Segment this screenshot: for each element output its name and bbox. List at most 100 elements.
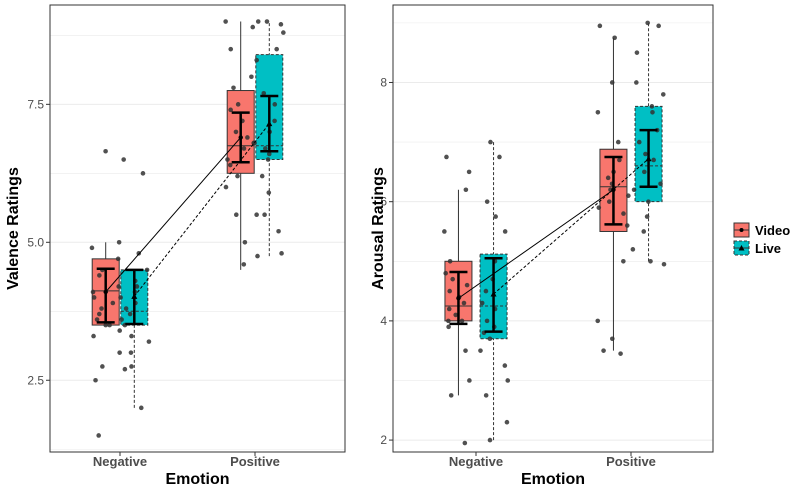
data-point-video-negative bbox=[93, 377, 98, 383]
data-point-video-positive bbox=[609, 80, 615, 85]
data-point-video-negative bbox=[116, 284, 121, 289]
y-tick-label: 2 bbox=[380, 433, 387, 447]
data-point-live-negative bbox=[122, 366, 128, 372]
data-point-live-positive bbox=[658, 181, 663, 187]
data-point-video-positive bbox=[242, 239, 248, 245]
data-point-video-negative bbox=[448, 393, 454, 398]
mean-marker-video-negative bbox=[103, 289, 108, 295]
data-point-live-positive bbox=[643, 151, 648, 157]
mean-line-video bbox=[458, 189, 614, 299]
data-point-live-positive bbox=[644, 214, 650, 219]
mean-marker-live-positive bbox=[645, 155, 652, 162]
data-point-video-negative bbox=[463, 187, 469, 193]
mean-marker-video-positive bbox=[611, 187, 616, 192]
data-point-video-positive bbox=[241, 146, 247, 151]
legend-key-marker bbox=[738, 245, 745, 251]
data-point-video-negative bbox=[115, 256, 121, 262]
data-point-live-positive bbox=[255, 19, 261, 24]
data-point-video-positive bbox=[223, 19, 228, 24]
data-point-video-negative bbox=[443, 270, 448, 276]
panel-background bbox=[393, 5, 713, 452]
data-point-video-positive bbox=[617, 157, 622, 163]
data-point-live-positive bbox=[649, 104, 655, 109]
data-point-video-negative bbox=[447, 258, 453, 264]
x-tick-label-positive: Positive bbox=[606, 454, 656, 469]
data-point-video-positive bbox=[595, 318, 601, 324]
data-point-live-negative bbox=[505, 378, 511, 383]
x-axis-title: Emotion bbox=[166, 471, 230, 487]
data-point-video-negative bbox=[91, 333, 96, 339]
data-point-live-negative bbox=[138, 405, 144, 411]
data-point-video-negative bbox=[446, 324, 451, 330]
legend-key-marker bbox=[739, 228, 744, 232]
data-point-video-positive bbox=[227, 162, 233, 168]
data-point-live-negative bbox=[119, 317, 124, 322]
data-point-live-negative bbox=[478, 348, 483, 353]
y-axis-title: Valence Ratings bbox=[5, 167, 22, 290]
data-point-live-negative bbox=[121, 157, 126, 162]
data-point-video-negative bbox=[463, 348, 468, 353]
y-tick-label: 8 bbox=[380, 75, 387, 89]
data-point-video-positive bbox=[618, 351, 623, 356]
data-point-live-negative bbox=[129, 364, 134, 369]
y-tick-label: 4 bbox=[380, 314, 387, 328]
chart-panel-2: 2 4 6 8 Negative Positive Emotion Arousal Ratin… bbox=[370, 4, 714, 487]
data-point-live-negative bbox=[487, 437, 493, 443]
data-point-video-positive bbox=[254, 212, 259, 218]
data-point-live-negative bbox=[144, 267, 150, 273]
data-point-live-positive bbox=[259, 173, 265, 179]
data-point-video-positive bbox=[626, 193, 631, 199]
data-point-video-negative bbox=[461, 300, 467, 306]
data-point-live-negative bbox=[123, 306, 129, 311]
data-point-live-positive bbox=[636, 139, 642, 145]
data-point-video-positive bbox=[615, 139, 621, 145]
y-tick-label: 2.5 bbox=[27, 373, 44, 387]
y-axis-title: Arousal Ratings bbox=[370, 167, 387, 290]
data-point-live-positive bbox=[265, 157, 271, 162]
data-point-video-negative bbox=[96, 433, 101, 438]
data-point-video-positive bbox=[250, 24, 256, 30]
data-point-live-negative bbox=[487, 336, 493, 342]
x-tick-label-negative: Negative bbox=[449, 454, 503, 469]
data-point-live-positive bbox=[255, 253, 260, 259]
data-point-live-negative bbox=[504, 419, 510, 425]
data-point-video-positive bbox=[233, 129, 239, 135]
data-point-video-negative bbox=[464, 282, 470, 288]
data-point-live-positive bbox=[661, 261, 667, 267]
data-point-video-positive bbox=[233, 212, 239, 218]
panel-background bbox=[50, 5, 345, 452]
data-point-video-positive bbox=[225, 157, 230, 162]
data-point-live-negative bbox=[117, 328, 122, 333]
data-point-video-negative bbox=[103, 148, 108, 154]
legend-label-video: Video bbox=[755, 223, 790, 238]
panel-border bbox=[392, 4, 714, 453]
data-point-video-negative bbox=[91, 295, 97, 300]
data-point-video-negative bbox=[107, 322, 112, 328]
data-point-video-positive bbox=[621, 211, 626, 216]
data-point-video-negative bbox=[466, 169, 472, 175]
data-point-video-positive bbox=[612, 35, 617, 41]
data-point-live-positive bbox=[651, 157, 656, 163]
mean-line-live bbox=[493, 158, 649, 295]
data-point-live-positive bbox=[272, 118, 277, 124]
data-point-video-positive bbox=[249, 74, 254, 80]
data-point-live-positive bbox=[279, 251, 284, 256]
data-point-live-positive bbox=[262, 212, 267, 218]
data-point-live-negative bbox=[140, 171, 146, 176]
data-point-live-negative bbox=[129, 333, 134, 339]
data-point-live-positive bbox=[261, 90, 267, 96]
y-tick-label: 6 bbox=[380, 195, 387, 209]
data-point-live-negative bbox=[127, 311, 133, 317]
data-point-video-negative bbox=[89, 245, 95, 251]
data-point-video-negative bbox=[99, 306, 104, 311]
data-point-live-positive bbox=[254, 57, 259, 63]
data-point-video-negative bbox=[462, 440, 468, 446]
data-point-live-positive bbox=[648, 258, 653, 264]
data-point-video-positive bbox=[597, 23, 603, 29]
data-point-video-negative bbox=[447, 288, 453, 294]
mean-line-live bbox=[133, 123, 270, 297]
data-point-video-positive bbox=[235, 173, 240, 179]
data-point-video-negative bbox=[450, 276, 455, 282]
